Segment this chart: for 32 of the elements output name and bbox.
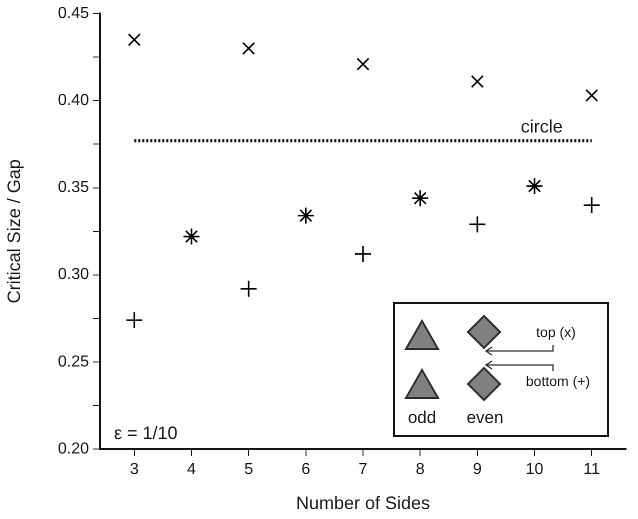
y-tick-label: 0.45 [58,5,90,22]
annotation: odd [408,408,436,428]
x-tick-label: 9 [472,461,482,478]
point [526,177,544,195]
annotation: ε = 1/10 [114,422,178,443]
y-axis-title: Critical Size / Gap [4,159,24,304]
y-tick-label: 0.35 [58,179,90,196]
point [470,75,484,88]
y-tick-label: 0.20 [58,440,90,458]
ref-line-label: circle [520,116,563,137]
x-tick-label: 3 [130,461,139,478]
point [128,33,141,46]
y-tick-label: 0.25 [58,353,90,370]
annotation: even [466,408,504,428]
x-tick-label: 5 [244,461,254,478]
point [356,58,370,71]
x-tick-label: 7 [358,461,368,478]
annotation: top (x) [536,324,576,340]
point [297,206,315,224]
y-tick-label: 0.30 [58,266,90,284]
point [242,42,256,55]
point [411,189,429,208]
x-tick-label: 11 [583,461,600,478]
x-tick-label: 4 [187,461,196,478]
x-axis-title: Number of Sides [296,493,430,514]
x-tick-label: 8 [416,461,425,478]
x-tick-label: 10 [526,461,544,478]
point [182,228,200,246]
y-tick-label: 0.40 [58,92,90,110]
point [585,89,598,102]
annotation: bottom (+) [526,373,590,389]
x-tick-label: 6 [301,461,310,478]
